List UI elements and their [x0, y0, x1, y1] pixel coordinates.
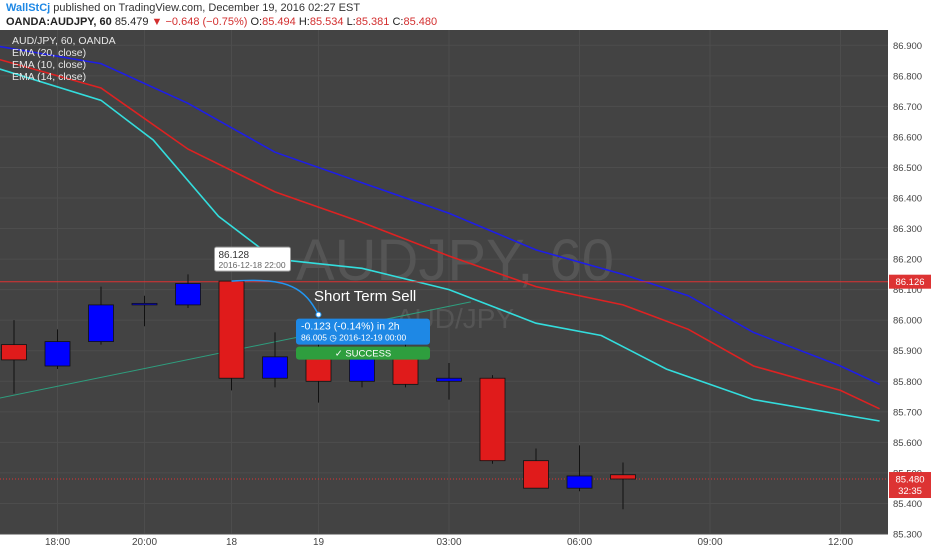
callout-entry-date: 2016-12-18 22:00: [219, 260, 286, 270]
callout-forecast-box: [296, 318, 430, 345]
low-label: L:: [346, 16, 356, 28]
callout-forecast-line2: 86.005 ◷ 2016-12-19 00:00: [301, 333, 407, 343]
candle-body[interactable]: [523, 460, 549, 489]
candle[interactable]: [436, 362, 462, 400]
candle[interactable]: [523, 448, 549, 489]
chart-title: AUD/JPY, 60, OANDA: [12, 35, 116, 47]
last-price-tag-box: [889, 472, 931, 499]
candle-body[interactable]: [131, 302, 158, 306]
price-tick-label: 86.600: [893, 132, 922, 143]
down-arrow-icon: ▼: [151, 16, 163, 28]
last-price-tag-label: 85.480: [895, 475, 924, 486]
price-tick-label: 86.500: [893, 163, 922, 174]
price-tick-label: 86.700: [893, 102, 922, 113]
forecast-point[interactable]: [315, 311, 322, 318]
low-value: 85.381: [355, 16, 390, 28]
candle-body[interactable]: [88, 304, 114, 342]
candle[interactable]: [566, 445, 593, 492]
countdown-label: 32:35: [898, 486, 922, 497]
last-price: 85.479: [114, 16, 149, 28]
price-line-tag-box: [889, 274, 931, 289]
success-badge-label: ✓ SUCCESS: [335, 349, 392, 360]
legend-ema14[interactable]: EMA (14, close): [12, 71, 86, 83]
candle[interactable]: [610, 462, 636, 510]
price-tick-label: 85.800: [893, 377, 922, 388]
candle[interactable]: [1, 320, 27, 394]
forecast-arrow[interactable]: [231, 279, 320, 316]
price-tick-label: 85.600: [893, 438, 922, 449]
watermark: AUDJPY, 60: [296, 228, 614, 293]
candle[interactable]: [44, 329, 71, 370]
price-tick-label: 85.700: [893, 407, 922, 418]
high-value: 85.534: [309, 16, 344, 28]
candle[interactable]: [175, 274, 201, 308]
candle[interactable]: [479, 375, 506, 464]
time-axis[interactable]: [0, 534, 888, 550]
legend-ema20[interactable]: EMA (20, close): [12, 47, 86, 59]
change-value: −0.648 (−0.75%): [165, 16, 248, 28]
candle[interactable]: [218, 280, 245, 391]
candle-body[interactable]: [1, 344, 27, 361]
price-tick-label: 86.800: [893, 71, 922, 82]
ema-series-2[interactable]: [0, 67, 880, 422]
author-link[interactable]: WallStCj: [6, 2, 51, 14]
price-tick-label: 85.300: [893, 530, 922, 541]
candle-body[interactable]: [305, 356, 332, 382]
success-badge[interactable]: ✓ SUCCESS: [296, 346, 430, 360]
ohlc-line: OANDA:AUDJPY, 60 85.479 ▼ −0.648 (−0.75%…: [6, 16, 437, 28]
time-tick-label: 03:00: [436, 537, 461, 548]
candle-body[interactable]: [479, 377, 506, 462]
time-tick-label: 18: [226, 537, 238, 548]
time-tick-label: 09:00: [697, 537, 722, 548]
price-tick-label: 86.900: [893, 41, 922, 52]
candle-body[interactable]: [610, 474, 636, 480]
candle[interactable]: [131, 295, 158, 327]
time-tick-label: 12:00: [828, 537, 853, 548]
time-tick-label: 06:00: [567, 537, 592, 548]
candle[interactable]: [262, 332, 288, 388]
success-badge-box: [296, 346, 430, 360]
price-axis[interactable]: [888, 30, 932, 550]
open-value: 85.494: [262, 16, 296, 28]
candle-body[interactable]: [566, 475, 593, 489]
high-label: H:: [298, 16, 310, 28]
candle-body[interactable]: [44, 341, 71, 367]
ema-series-0[interactable]: [0, 45, 880, 386]
time-tick-label: 19: [313, 537, 325, 548]
chart-header: WallStCj published on TradingView.com, D…: [0, 0, 932, 30]
ema-series-1[interactable]: [0, 58, 880, 410]
price-tick-label: 86.200: [893, 255, 922, 266]
legend-ema10[interactable]: EMA (10, close): [12, 59, 86, 71]
price-tick-label: 86.300: [893, 224, 922, 235]
symbol-label: OANDA:AUDJPY, 60: [6, 16, 112, 28]
callout-forecast-line1: -0.123 (-0.14%) in 2h: [301, 321, 400, 333]
candle-body[interactable]: [218, 280, 245, 379]
callout-entry-box: [214, 246, 291, 272]
price-tick-label: 86.000: [893, 316, 922, 327]
price-tick-label: 85.900: [893, 346, 922, 357]
price-tick-label: 86.100: [893, 285, 922, 296]
callout-entry-price: 86.128: [219, 250, 250, 261]
price-tick-label: 86.400: [893, 194, 922, 205]
close-label: C:: [392, 16, 404, 28]
price-line-tag[interactable]: 86.126: [889, 274, 931, 289]
open-label: O:: [250, 16, 263, 28]
candle-body[interactable]: [175, 283, 201, 306]
published-text: published on TradingView.com, December 1…: [53, 2, 361, 14]
price-tick-label: 85.400: [893, 499, 922, 510]
close-value: 85.480: [403, 16, 438, 28]
time-tick-label: 20:00: [132, 537, 157, 548]
candle-body[interactable]: [262, 356, 288, 379]
price-line-tag-label: 86.126: [895, 277, 924, 288]
publish-line: WallStCj published on TradingView.com, D…: [6, 2, 360, 14]
time-tick-label: 18:00: [45, 537, 70, 548]
candle-body[interactable]: [436, 377, 462, 382]
annotation-text[interactable]: Short Term Sell: [314, 288, 416, 305]
candle[interactable]: [88, 286, 114, 345]
